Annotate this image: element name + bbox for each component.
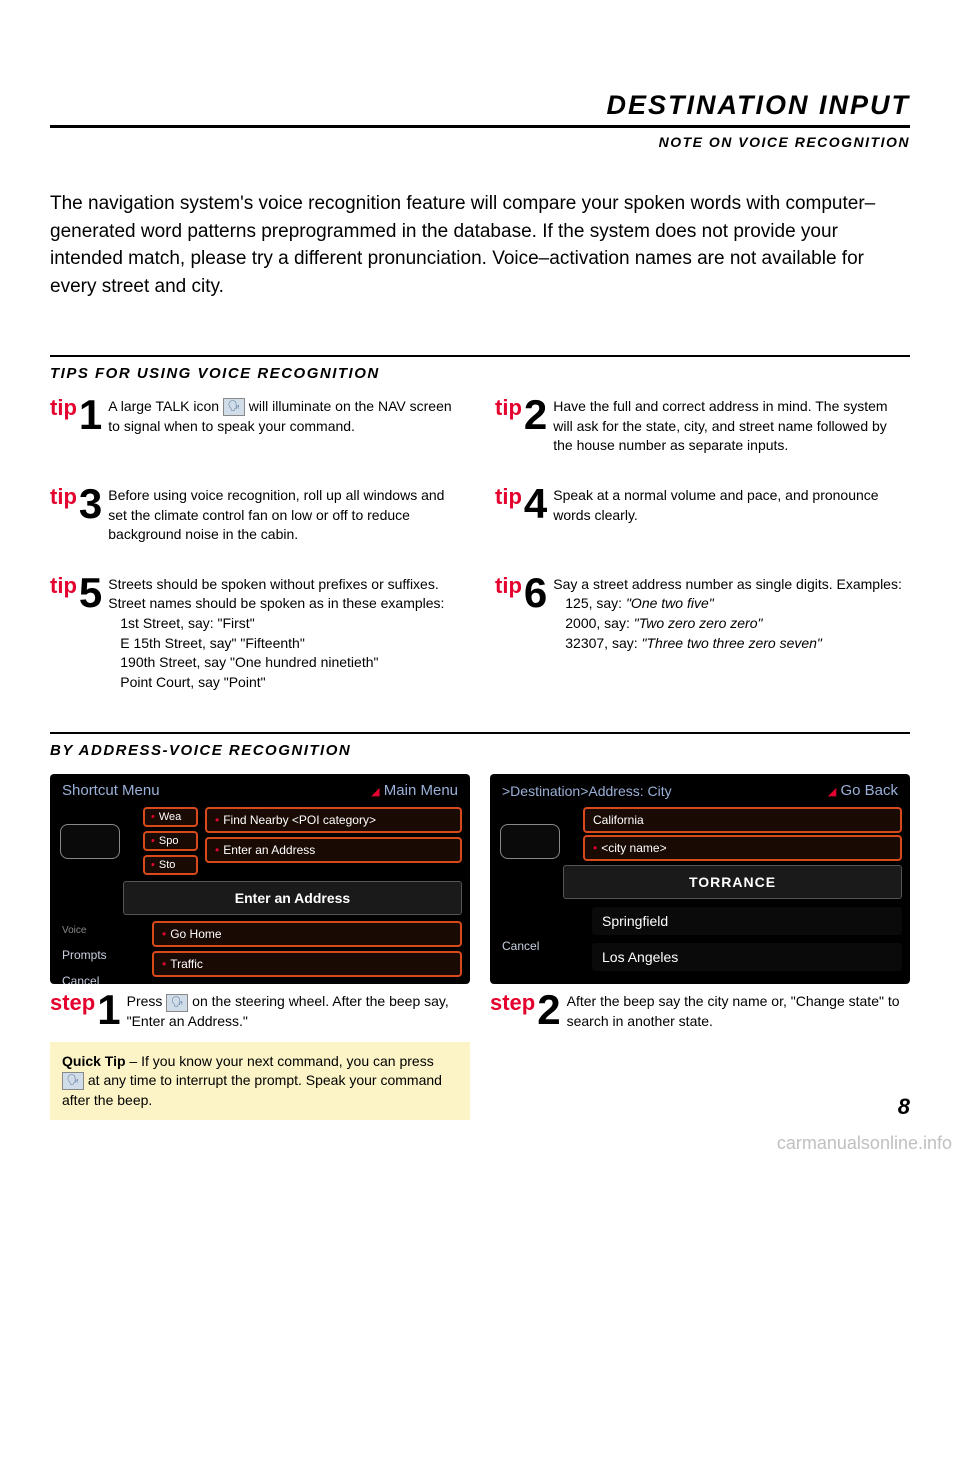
menu-button: •Find Nearby <POI category> [205,807,462,833]
screen-left-panel: Voice Prompts Cancel [58,919,148,984]
by-address-title: BY ADDRESS-VOICE RECOGNITION [50,732,910,759]
tip-label: tip [495,486,522,508]
step-row: step 1 Press 🗣 on the steering wheel. Af… [50,992,470,1031]
step-number: 1 [97,992,120,1028]
city-input-button: •<city name> [583,835,902,861]
talk-icon: 🗣 [166,994,188,1012]
state-button: California [583,807,902,833]
step-column: >Destination>Address: City ◢ Go Back Cal… [490,774,910,1120]
tip-label: tip [50,486,77,508]
header-title: DESTINATION INPUT [50,90,910,128]
back-icon: ◢ [371,786,379,798]
tip-label: tip [50,575,77,597]
tip-label: tip [495,575,522,597]
back-icon: ◢ [828,786,836,798]
step-text: Press 🗣 on the steering wheel. After the… [127,992,470,1031]
highlighted-city: TORRANCE [563,865,902,899]
screen-right-label: ◢ Go Back [828,782,898,799]
tip-text: Say a street address number as single di… [553,575,910,653]
city-option: Springfield [592,907,902,935]
step-label: step [50,992,95,1014]
screen-header: Shortcut Menu ◢ Main Menu [58,780,462,805]
tips-section-title: TIPS FOR USING VOICE RECOGNITION [50,355,910,382]
tip-item: tip 1 A large TALK icon 🗣 will illuminat… [50,397,465,456]
tip-number: 1 [79,397,102,433]
tip-line: 2000, say: "Two zero zero zero" [553,614,910,634]
tips-grid: tip 1 A large TALK icon 🗣 will illuminat… [50,397,910,692]
tip-item: tip 2 Have the full and correct address … [495,397,910,456]
voice-indicator-icon [500,824,570,869]
menu-button: •Go Home [152,921,462,947]
tip-item: tip 6 Say a street address number as sin… [495,575,910,693]
shortcut-button: •Spo [143,831,198,851]
step-text: After the beep say the city name or, "Ch… [567,992,910,1031]
watermark: carmanualsonline.info [777,1133,952,1154]
step-column: Shortcut Menu ◢ Main Menu •Wea •Spo •Sto… [50,774,470,1120]
tip-item: tip 3 Before using voice recognition, ro… [50,486,465,545]
quick-tip-label: Quick Tip [62,1053,126,1069]
tip-text: A large TALK icon 🗣 will illuminate on t… [108,397,465,436]
tip-text: Before using voice recognition, roll up … [108,486,465,545]
steps-grid: Shortcut Menu ◢ Main Menu •Wea •Spo •Sto… [50,774,910,1120]
tip-label: tip [495,397,522,419]
page-header: DESTINATION INPUT NOTE ON VOICE RECOGNIT… [50,90,910,150]
city-option: Los Angeles [592,943,902,971]
talk-icon: 🗣 [223,398,245,416]
screen-header: >Destination>Address: City ◢ Go Back [498,780,902,805]
tip-label: tip [50,397,77,419]
step-label: step [490,992,535,1014]
tip-text: Speak at a normal volume and pace, and p… [553,486,910,525]
step-row: step 2 After the beep say the city name … [490,992,910,1031]
screen-title: >Destination>Address: City [502,783,672,799]
talk-icon: 🗣 [62,1072,84,1090]
tip-text: Have the full and correct address in min… [553,397,910,456]
screen-right-label: ◢ Main Menu [371,782,458,799]
tip-number: 4 [524,486,547,522]
tip-line: 32307, say: "Three two three zero seven" [553,634,910,654]
tip-number: 3 [79,486,102,522]
tip-number: 2 [524,397,547,433]
header-subtitle: NOTE ON VOICE RECOGNITION [50,134,910,150]
nav-screen-city: >Destination>Address: City ◢ Go Back Cal… [490,774,910,984]
voice-indicator-icon [60,824,130,869]
tip-number: 6 [524,575,547,611]
nav-screen-shortcut: Shortcut Menu ◢ Main Menu •Wea •Spo •Sto… [50,774,470,984]
quick-tip-box: Quick Tip – If you know your next comman… [50,1042,470,1121]
highlighted-command: Enter an Address [123,881,462,915]
tip-text: Streets should be spoken without prefixe… [108,575,465,693]
page-number: 8 [898,1094,910,1120]
menu-button: •Traffic [152,951,462,977]
shortcut-button: •Wea [143,807,198,827]
screen-left-panel: Cancel [498,903,588,975]
tip-item: tip 5 Streets should be spoken without p… [50,575,465,693]
shortcut-button: •Sto [143,855,198,875]
tip-number: 5 [79,575,102,611]
menu-button: •Enter an Address [205,837,462,863]
intro-paragraph: The navigation system's voice recognitio… [50,190,910,300]
tip-item: tip 4 Speak at a normal volume and pace,… [495,486,910,545]
tip-line: 125, say: "One two five" [553,594,910,614]
step-number: 2 [537,992,560,1028]
screen-title: Shortcut Menu [62,782,160,799]
